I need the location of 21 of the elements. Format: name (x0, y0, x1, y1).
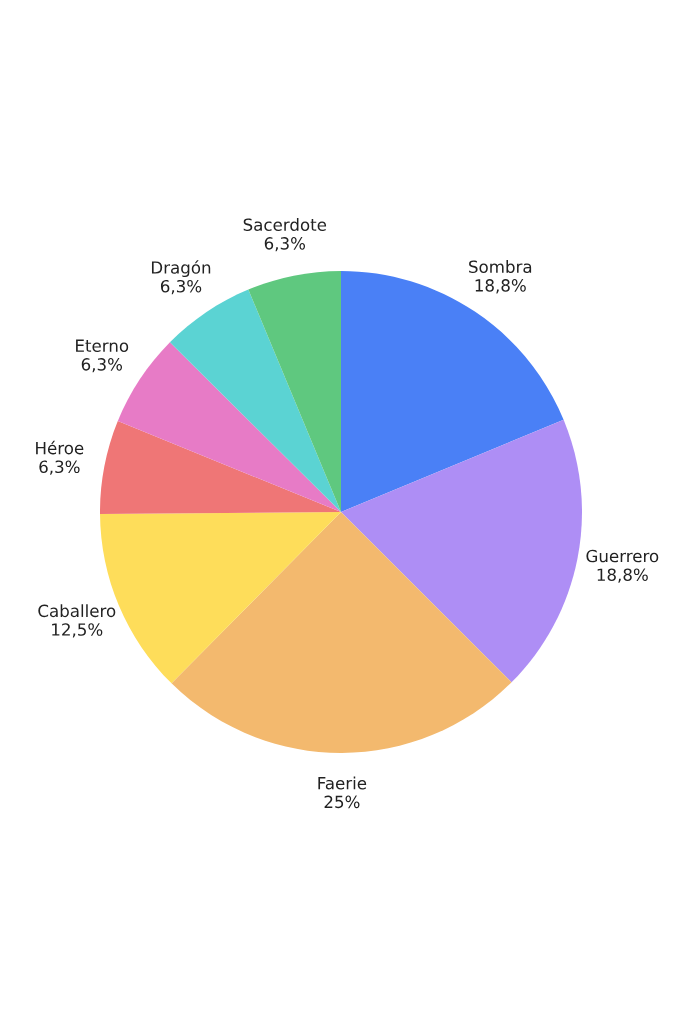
pie-slice (341, 419, 582, 683)
data-label: 6,3% (160, 279, 202, 295)
slice-label: Eterno (76, 339, 129, 352)
pie-slice (341, 271, 564, 512)
data-label: 18,8% (475, 279, 526, 294)
data-label: 6,3% (264, 237, 306, 252)
pie-slice (100, 421, 341, 514)
slice-label: Héroe (36, 440, 84, 455)
slice-label: Sombra (469, 260, 532, 274)
pie-slice (248, 271, 341, 512)
slice-label: Faerie (318, 776, 367, 790)
data-label: 18,8% (597, 568, 648, 583)
slice-label: Dragón (151, 260, 211, 278)
slice-label: Guerrero (586, 549, 659, 563)
data-label: 6,3% (81, 358, 123, 373)
data-label: 12,5% (52, 623, 103, 638)
slice-label: Sacerdote (243, 218, 327, 232)
data-label: 25% (324, 795, 360, 809)
pie-slice (171, 512, 512, 753)
slice-label: Caballero (38, 604, 116, 618)
data-label: 6,3% (39, 460, 80, 475)
